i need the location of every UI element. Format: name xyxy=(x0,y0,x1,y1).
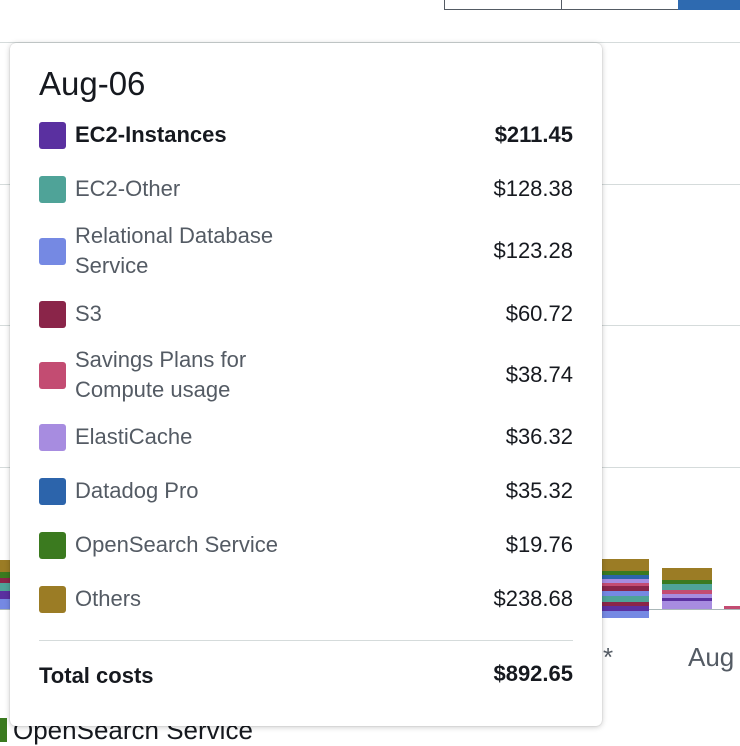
tooltip-date: Aug-06 xyxy=(39,65,146,102)
series-value: $60.72 xyxy=(505,301,573,326)
chart-gridline xyxy=(0,42,740,43)
chart-bar-left[interactable] xyxy=(0,560,10,609)
series-swatch xyxy=(39,361,66,389)
tooltip-row: ElastiCache $36.32 xyxy=(39,422,573,452)
total-value: $892.65 xyxy=(493,661,573,686)
cost-breakdown-tooltip: Aug-06 EC2-Instances $211.45 EC2-Other $… xyxy=(10,43,602,726)
chart-bar-aug06[interactable] xyxy=(602,559,649,618)
chart-bar-small[interactable] xyxy=(724,606,740,609)
series-value: $238.68 xyxy=(493,586,573,611)
series-label: OpenSearch Service xyxy=(75,532,278,557)
series-swatch xyxy=(39,531,66,559)
toolbar-button-1[interactable] xyxy=(444,0,562,10)
toolbar-button-3[interactable] xyxy=(678,0,740,10)
series-swatch xyxy=(39,477,66,505)
series-label: EC2-Instances xyxy=(75,122,227,147)
toolbar-button-2[interactable] xyxy=(561,0,679,10)
tooltip-row: Datadog Pro $35.32 xyxy=(39,476,573,506)
series-value: $123.28 xyxy=(493,238,573,263)
tooltip-row: Relational Database Service $123.28 xyxy=(39,221,573,281)
series-label: Datadog Pro xyxy=(75,478,199,503)
tooltip-row: Others $238.68 xyxy=(39,584,573,614)
x-axis-tick: * xyxy=(603,642,614,672)
series-label: ElastiCache xyxy=(75,424,193,449)
series-swatch xyxy=(39,175,66,203)
series-value: $35.32 xyxy=(505,478,573,503)
tooltip-row: S3 $60.72 xyxy=(39,299,573,329)
series-value: $19.76 xyxy=(505,532,573,557)
series-label: Savings Plans for Compute usage xyxy=(75,347,247,402)
tooltip-row: Savings Plans for Compute usage $38.74 xyxy=(39,345,573,405)
series-value: $38.74 xyxy=(505,362,573,387)
x-axis-tick: Aug xyxy=(688,642,735,672)
series-swatch xyxy=(39,300,66,328)
series-label: S3 xyxy=(75,301,102,326)
series-label: Relational Database Service xyxy=(75,223,274,278)
series-swatch xyxy=(39,121,66,149)
chart-bar-aug07[interactable] xyxy=(662,568,712,609)
total-label: Total costs xyxy=(39,663,154,688)
tooltip-total-row: Total costs $892.65 xyxy=(39,661,573,691)
series-value: $211.45 xyxy=(494,122,573,147)
series-label: Others xyxy=(75,586,142,611)
series-label: EC2-Other xyxy=(75,176,181,201)
series-value: $128.38 xyxy=(493,176,573,201)
series-swatch xyxy=(39,237,66,265)
tooltip-row: OpenSearch Service $19.76 xyxy=(39,530,573,560)
series-value: $36.32 xyxy=(505,424,573,449)
series-swatch xyxy=(39,423,66,451)
tooltip-row: EC2-Instances $211.45 xyxy=(39,120,573,150)
tooltip-divider xyxy=(39,640,573,641)
legend-swatch xyxy=(0,718,7,742)
tooltip-row: EC2-Other $128.38 xyxy=(39,174,573,204)
series-swatch xyxy=(39,585,66,613)
